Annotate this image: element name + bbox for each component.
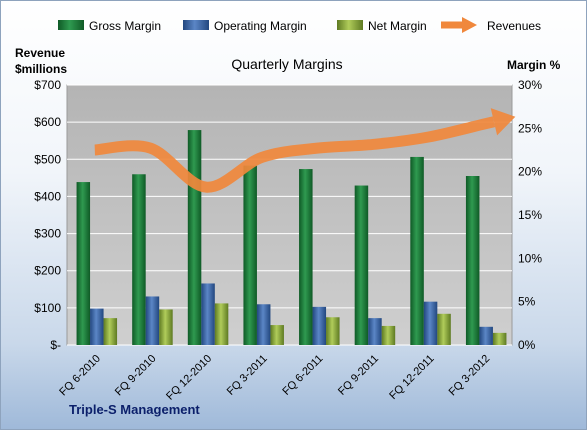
bar-gross-margin [243,165,257,345]
legend-swatch-revenues [441,17,477,33]
right-tick-label: 25% [518,121,542,135]
legend-label-net-margin: Net Margin [368,19,427,33]
bar-gross-margin [410,156,424,345]
legend-label-revenues: Revenues [487,19,541,33]
bar-gross-margin [187,130,202,345]
category-label: FQ 12-2010 [164,353,214,403]
bar-operating-margin [423,301,438,345]
right-tick-label: 0% [518,338,536,352]
left-tick-label: $100 [34,301,61,315]
bar-operating-margin [479,326,493,345]
bar-net-margin [381,325,396,345]
bar-net-margin [214,303,229,345]
right-tick-label: 15% [518,208,542,222]
bar-net-margin [103,318,118,345]
right-tick-label: 10% [518,251,542,265]
left-axis-title-line1: Revenue [15,46,65,60]
category-label: FQ 3-2012 [447,353,493,399]
bar-net-margin [270,325,284,345]
legend: Gross Margin Operating Margin Net Margin… [58,17,541,33]
revenues-arrowhead [490,108,516,136]
bar-gross-margin [299,169,313,345]
category-label: FQ 12-2011 [387,353,436,402]
bar-operating-margin [90,308,104,345]
bar-gross-margin [465,176,480,345]
right-tick-label: 20% [518,165,542,179]
right-axis-title: Margin % [507,58,561,72]
legend-swatch-gross-margin [58,20,84,30]
left-tick-label: $400 [34,189,61,203]
legend-label-operating-margin: Operating Margin [214,19,307,33]
chart-title: Quarterly Margins [231,56,342,72]
category-label: FQ 6-2010 [57,353,103,399]
left-tick-label: $- [50,338,61,352]
right-tick-label: 5% [518,295,536,309]
right-tick-label: 30% [518,78,542,92]
bar-operating-margin [312,306,327,345]
bar-net-margin [326,317,340,345]
left-tick-label: $700 [34,78,61,92]
legend-label-gross-margin: Gross Margin [89,19,161,33]
bar-gross-margin [132,174,146,345]
revenues-line [94,116,496,193]
bar-net-margin [159,309,173,345]
bar-operating-margin [368,318,382,345]
left-tick-label: $300 [34,227,61,241]
legend-swatch-operating-margin [183,20,209,30]
bar-net-margin [437,313,451,345]
category-label: FQ 9-2010 [113,353,159,399]
bar-net-margin [492,332,507,345]
left-tick-label: $600 [34,115,61,129]
footer-label: Triple-S Management [69,402,200,417]
category-label: FQ 9-2011 [336,353,381,398]
bar-operating-margin [145,296,160,345]
legend-swatch-net-margin [337,20,363,30]
left-axis-title-line2: $millions [15,62,67,76]
bar-operating-margin [256,304,271,345]
category-label: FQ 3-2011 [225,353,270,398]
bar-gross-margin [354,185,369,345]
bar-operating-margin [201,283,215,345]
left-tick-label: $200 [34,264,61,278]
bar-gross-margin [76,182,91,345]
category-label: FQ 6-2011 [280,353,325,398]
left-tick-label: $500 [34,152,61,166]
